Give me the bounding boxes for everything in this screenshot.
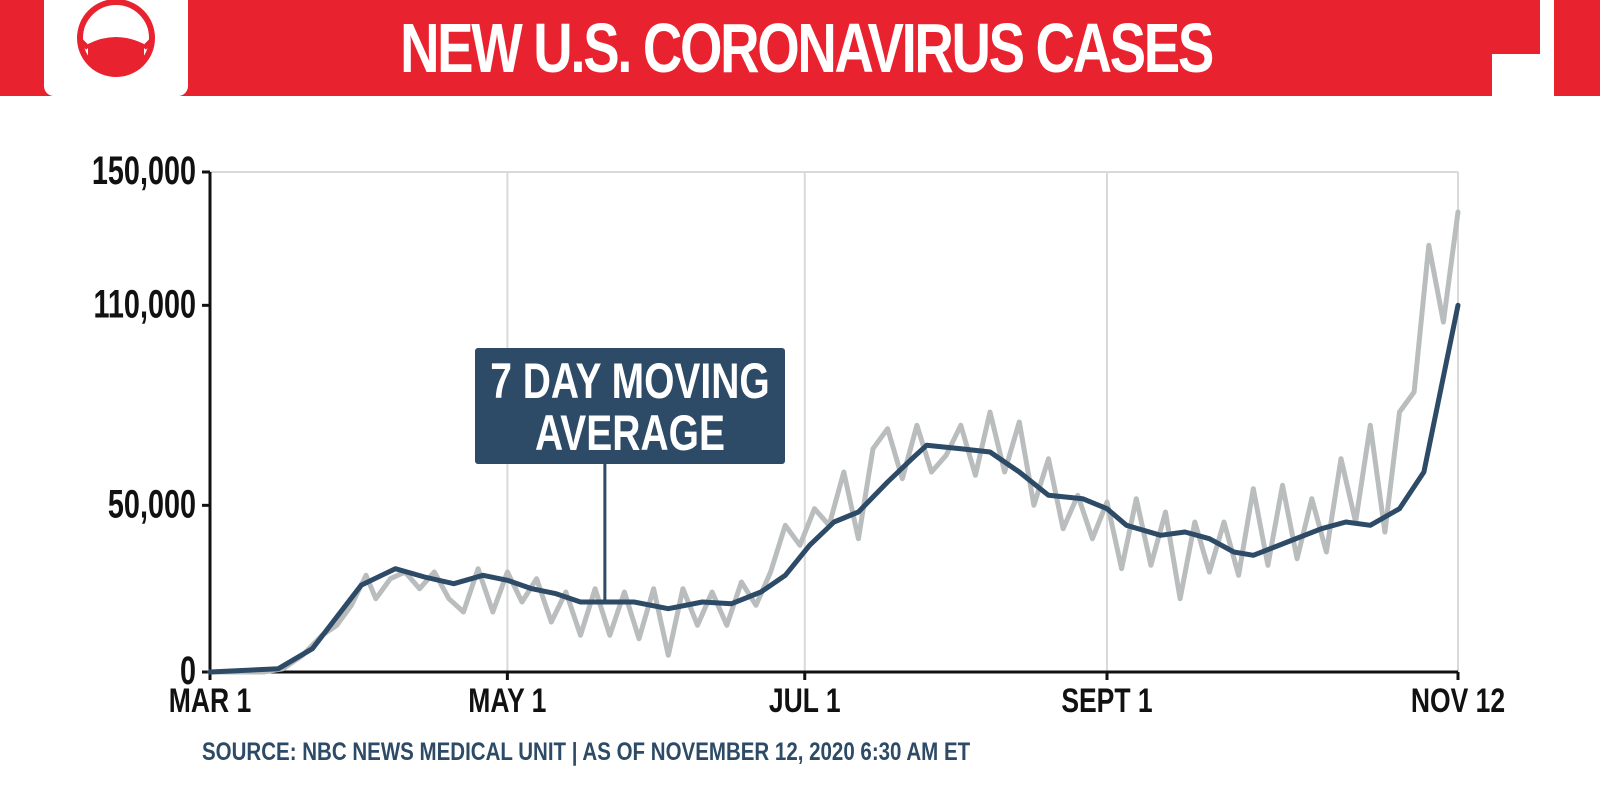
annotation-label-line: 7 DAY MOVING (490, 352, 770, 409)
x-axis-ticks: MAR 1 MAY 1 JUL 1 SEPT 1 NOV 12 (169, 682, 1505, 720)
x-tick-label: NOV 12 (1411, 682, 1505, 720)
x-tick-label: SEPT 1 (1061, 682, 1152, 720)
face-mask-icon (77, 0, 155, 77)
source-note: SOURCE: NBC NEWS MEDICAL UNIT | AS OF NO… (202, 738, 971, 766)
logo-tile (44, 0, 188, 96)
chart-grid (210, 171, 1459, 672)
moving-average-line (207, 302, 1461, 675)
x-tick-label: JUL 1 (769, 682, 841, 720)
chart-series (207, 209, 1461, 675)
annotation-box (475, 348, 785, 464)
daily-cases-line (207, 209, 1461, 675)
y-axis-ticks: 0 50,000 110,000 150,000 (92, 148, 196, 693)
cases-line-chart: 0 50,000 110,000 150,000 MAR 1 MAY 1 JUL 1 SEP… (92, 148, 1505, 720)
y-tick-label: 50,000 (108, 482, 196, 527)
annotation-label-line: AVERAGE (535, 404, 725, 461)
x-tick-label: MAY 1 (468, 682, 546, 720)
y-tick-label: 150,000 (92, 148, 196, 193)
page-title: NEW U.S. CORONAVIRUS CASES (400, 9, 1214, 87)
y-tick-label: 110,000 (94, 282, 196, 327)
x-tick-label: MAR 1 (169, 682, 252, 720)
title-banner (0, 0, 1492, 96)
y-tick-label: 0 (180, 648, 196, 693)
medical-cross-decoration (1492, 0, 1600, 96)
chart-axes (202, 170, 1460, 680)
